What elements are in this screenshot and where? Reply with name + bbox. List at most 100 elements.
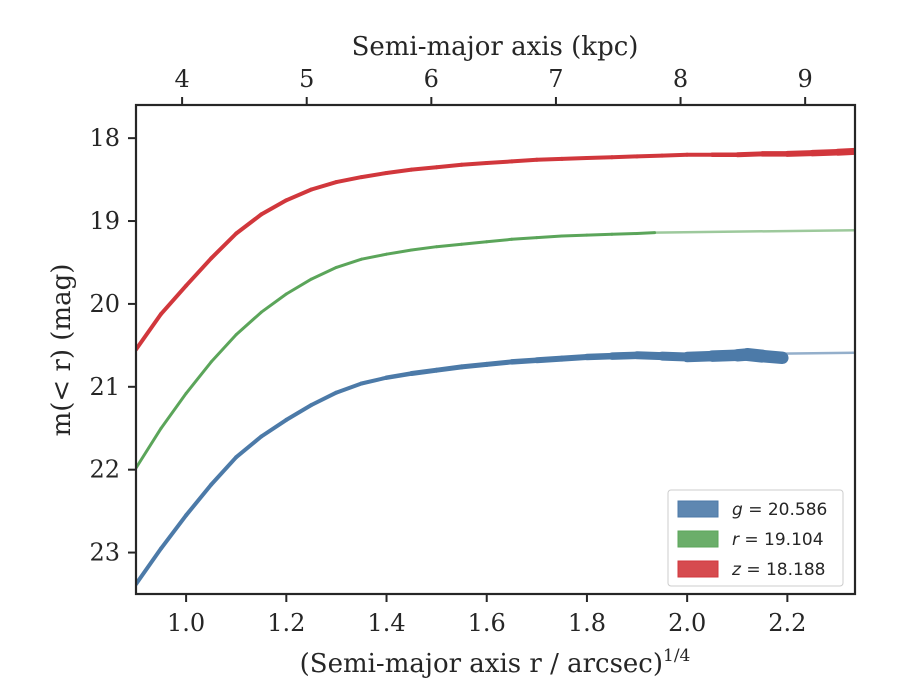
series-r-segment (209, 333, 238, 364)
series-z-segment (534, 156, 564, 162)
y-tick-label: 19 (89, 207, 120, 235)
series-z-segment (309, 180, 339, 192)
series-z-segment (284, 187, 314, 203)
top-tick-label: 9 (798, 65, 813, 93)
series-g-segment (259, 417, 289, 439)
top-tick-label: 4 (174, 65, 189, 93)
y-tick-label: 21 (89, 373, 120, 401)
series-r-segment (259, 292, 288, 314)
x-tick-label: 1.4 (367, 609, 405, 637)
series-g (136, 348, 855, 587)
series-z-segment (259, 198, 289, 217)
series-g-segment (608, 351, 641, 360)
series-g-segment (434, 364, 465, 373)
series-r-segment (284, 277, 313, 296)
series-g-segment (136, 546, 164, 587)
series-z-segment (384, 167, 414, 175)
legend: g = 20.586 r = 19.104 z = 18.188 (667, 489, 844, 587)
series-z-segment (484, 159, 514, 165)
legend-swatch-z (677, 560, 719, 578)
x-axis-label-main: (Semi-major axis r / arcsec) (300, 649, 663, 679)
plot-frame (134, 103, 857, 596)
series-g-segment (384, 371, 414, 380)
curves-layer (136, 147, 855, 587)
series-z-segment (584, 155, 614, 160)
series-z-segment (509, 157, 539, 164)
legend-swatch-r (677, 530, 719, 548)
series-g-segment (309, 390, 339, 407)
series-g-segment (159, 513, 189, 551)
y-tick-label: 18 (89, 124, 120, 152)
legend-label-z: z = 18.188 (731, 560, 825, 580)
series-z-segment (409, 165, 439, 172)
y-tick-label: 23 (89, 539, 120, 567)
series-r-segment (610, 232, 639, 236)
series-g-segment (359, 375, 389, 386)
legend-value-z: = 18.188 (741, 560, 826, 580)
series-z-segment (734, 151, 765, 158)
series-r-segment (360, 252, 388, 261)
series-r (136, 228, 855, 470)
series-z-segment (334, 175, 364, 185)
legend-var-z: z (731, 560, 742, 580)
series-g-extension (781, 351, 855, 355)
series-g-segment (459, 361, 490, 370)
series-z-segment (459, 161, 489, 167)
series-g-segment (533, 355, 565, 364)
legend-var-g: g (732, 500, 743, 520)
series-r-segment (334, 257, 363, 269)
x-axis-label: (Semi-major axis r / arcsec)1/4 (300, 646, 691, 679)
x-tick-label: 1.6 (468, 609, 506, 637)
series-g-segment (509, 357, 540, 365)
series-g-segment (334, 381, 364, 395)
series-z-segment (660, 152, 690, 158)
series-r-segment (510, 236, 539, 241)
series-z-segment (434, 162, 464, 170)
series-g-segment (234, 434, 264, 460)
series-g-segment (756, 349, 789, 365)
series-r-segment (460, 240, 489, 246)
top-axis-label: Semi-major axis (kpc) (352, 32, 639, 62)
series-r-segment (485, 237, 514, 244)
series-r-segment (585, 232, 614, 237)
series-z-segment (209, 231, 239, 261)
series-z-segment (610, 154, 639, 160)
series-r-segment (435, 242, 464, 249)
legend-value-g: = 20.586 (743, 500, 828, 520)
series-z (136, 147, 855, 352)
x-tick-label: 2.2 (768, 609, 806, 637)
series-z-segment (136, 311, 164, 352)
x-axis-label-sup: 1/4 (663, 646, 690, 666)
legend-swatch-g (677, 500, 719, 518)
top-tick-label: 5 (299, 65, 314, 93)
top-tick-label: 7 (548, 65, 563, 93)
series-g-segment (409, 367, 440, 376)
top-tick-label: 8 (673, 65, 688, 93)
series-z-segment (234, 212, 264, 236)
series-g-segment (583, 352, 616, 361)
x-tick-label: 1.0 (167, 609, 205, 637)
series-r-segment (184, 360, 213, 395)
series-z-segment (635, 153, 665, 159)
series-g-segment (184, 482, 214, 518)
series-r-segment (136, 426, 163, 470)
series-z-segment (559, 156, 589, 161)
legend-label-r: r = 19.104 (732, 530, 824, 550)
series-z-segment (159, 283, 189, 316)
series-g-segment (484, 359, 515, 367)
y-tick-label: 22 (89, 456, 120, 484)
x-tick-label: 1.2 (267, 609, 305, 637)
series-r-segment (535, 234, 564, 240)
series-r-segment (410, 245, 439, 252)
series-g-segment (284, 403, 314, 422)
series-z-segment (359, 171, 389, 180)
series-g-segment (209, 455, 239, 487)
legend-label-g: g = 20.586 (732, 500, 827, 520)
bottom-axis: 1.0 1.2 1.4 1.6 1.8 2.0 2.2 (167, 594, 806, 637)
series-z-segment (784, 150, 816, 157)
series-r-segment (159, 391, 188, 430)
x-tick-label: 1.8 (568, 609, 606, 637)
series-z-segment (834, 147, 855, 156)
y-tick-label: 20 (89, 290, 120, 318)
